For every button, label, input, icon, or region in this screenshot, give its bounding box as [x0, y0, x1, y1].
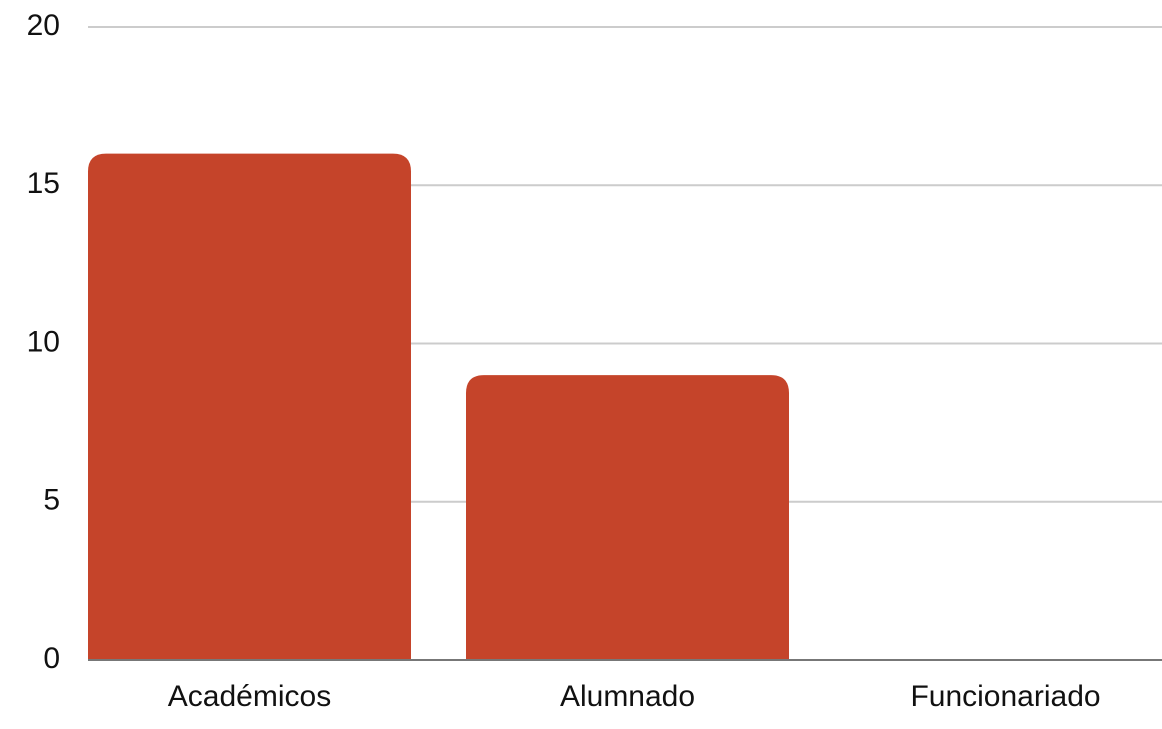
x-tick-label: Funcionariado [910, 680, 1100, 713]
y-tick-label: 10 [27, 325, 60, 358]
bar [466, 375, 789, 660]
x-tick-label: Alumnado [560, 680, 695, 713]
bar [88, 153, 411, 660]
x-tick-label: Académicos [168, 680, 331, 713]
y-tick-label: 15 [27, 167, 60, 200]
y-tick-label: 20 [27, 9, 60, 42]
y-tick-label: 0 [43, 642, 60, 675]
y-tick-label: 5 [43, 484, 60, 517]
